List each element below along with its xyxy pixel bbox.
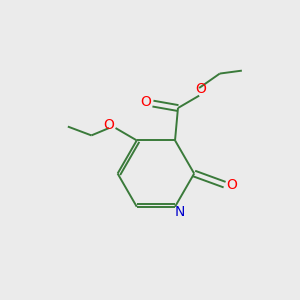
Text: O: O (140, 95, 151, 109)
Text: O: O (226, 178, 237, 192)
Text: O: O (103, 118, 114, 131)
Text: N: N (174, 205, 184, 219)
Text: O: O (195, 82, 206, 96)
